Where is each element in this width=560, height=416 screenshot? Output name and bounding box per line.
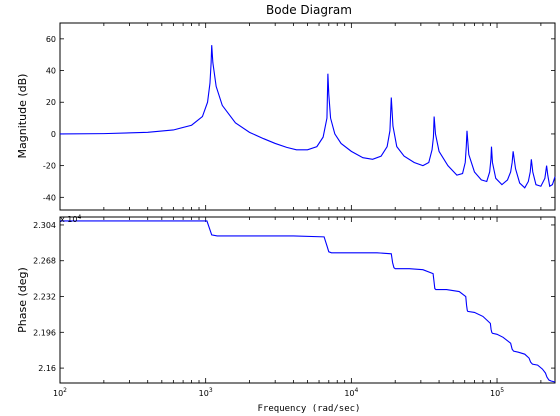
- phase-y-axis-label: Phase (deg): [16, 267, 29, 333]
- phase-series-line: [60, 220, 556, 383]
- phase-x-ticks: [59, 217, 542, 383]
- magnitude-panel: 60 40 20 0 -20 -40 Magnitude (dB): [16, 22, 556, 211]
- phase-y-tick-label: 2.196: [33, 328, 56, 337]
- phase-y-exponent-label: x 104: [60, 214, 81, 224]
- magnitude-y-tick-label: 40: [46, 67, 56, 76]
- magnitude-axes-box: [59, 22, 556, 211]
- phase-y-tick-label: 2.16: [38, 364, 56, 373]
- x-tick-label: 104: [344, 387, 358, 398]
- phase-y-tick-label: 2.268: [33, 257, 56, 266]
- x-tick-label: 105: [490, 387, 504, 398]
- x-axis-label: Frequency (rad/sec): [258, 404, 361, 414]
- magnitude-y-tick-label: 0: [51, 130, 56, 139]
- magnitude-y-tick-label: -20: [43, 162, 56, 171]
- phase-y-tick-label: 2.232: [33, 293, 56, 302]
- chart-title: Bode Diagram: [266, 3, 352, 17]
- x-tick-label: 102: [53, 387, 67, 398]
- phase-exponent-power: 4: [77, 214, 81, 221]
- x-tick-labels: 102 103 104 105: [53, 387, 504, 398]
- phase-axes-box: [59, 216, 556, 384]
- magnitude-y-tick-label: 20: [46, 98, 56, 107]
- x-tick-label: 103: [199, 387, 213, 398]
- phase-exponent-base: x 10: [60, 215, 77, 224]
- phase-y-ticks: 2.304 2.268 2.232 2.196 2.16: [33, 221, 555, 373]
- phase-y-tick-label: 2.304: [33, 221, 56, 230]
- magnitude-series-line: [59, 45, 556, 189]
- magnitude-y-tick-label: 60: [46, 35, 56, 44]
- phase-panel: 2.304 2.268 2.232 2.196 2.16 Phase (deg) x 1…: [16, 214, 556, 384]
- magnitude-x-ticks: [59, 23, 542, 210]
- magnitude-y-axis-label: Magnitude (dB): [16, 74, 29, 159]
- magnitude-y-ticks: 60 40 20 0 -20 -40: [43, 35, 555, 202]
- magnitude-y-tick-label: -40: [43, 193, 56, 202]
